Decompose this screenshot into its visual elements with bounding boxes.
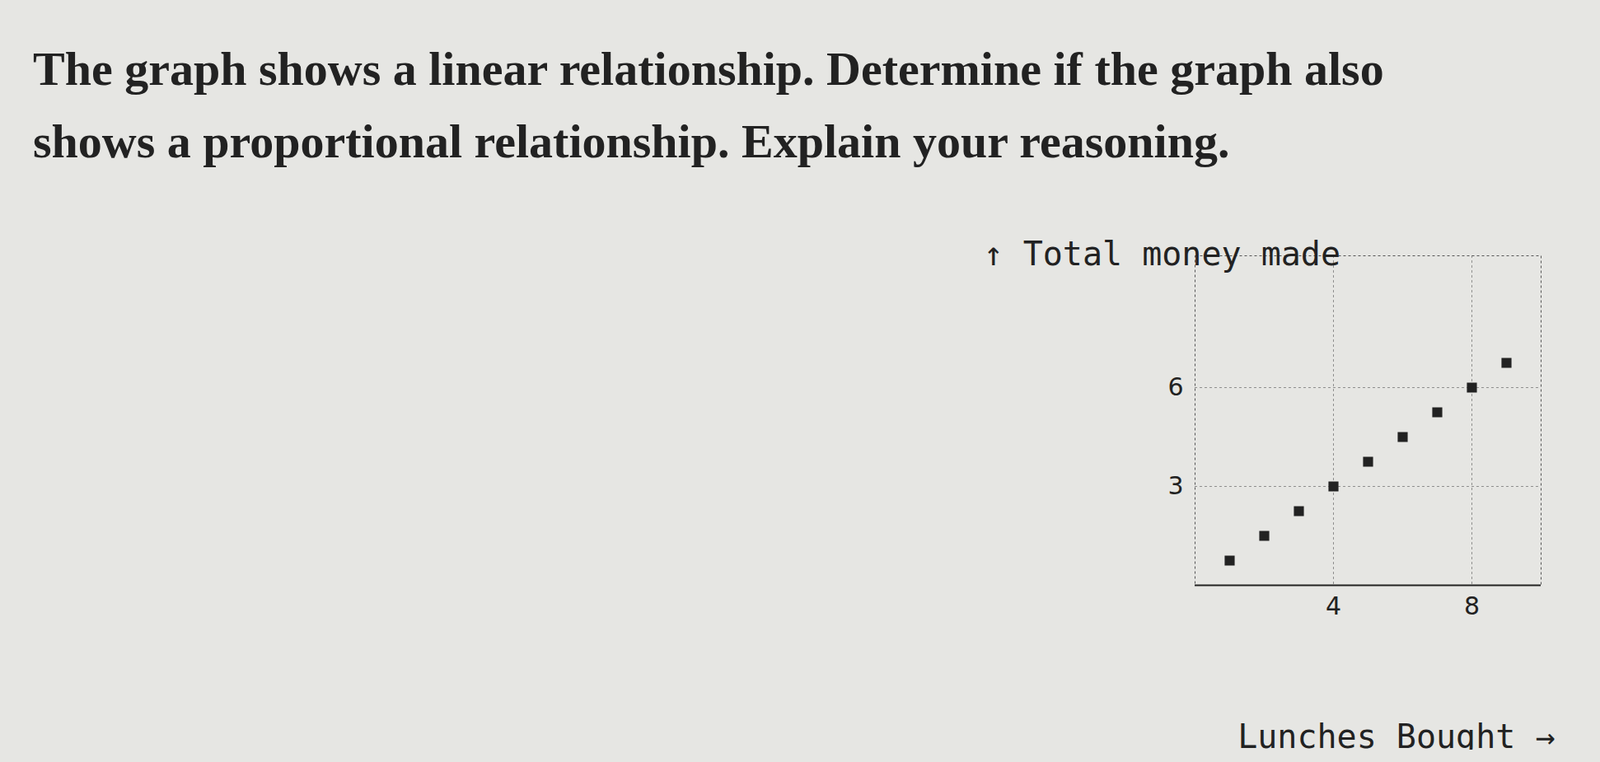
svg-text:6: 6 [1167, 372, 1184, 402]
svg-text:4: 4 [1325, 591, 1342, 621]
svg-text:↑ Total money made: ↑ Total money made [983, 238, 1341, 273]
svg-text:8: 8 [1464, 591, 1480, 621]
html-text:The graph shows a linear relat: The graph shows a linear relationship. D… [32, 42, 1384, 169]
svg-text:3: 3 [1167, 471, 1184, 501]
svg-text:Lunches Bought →: Lunches Bought → [1237, 717, 1555, 751]
